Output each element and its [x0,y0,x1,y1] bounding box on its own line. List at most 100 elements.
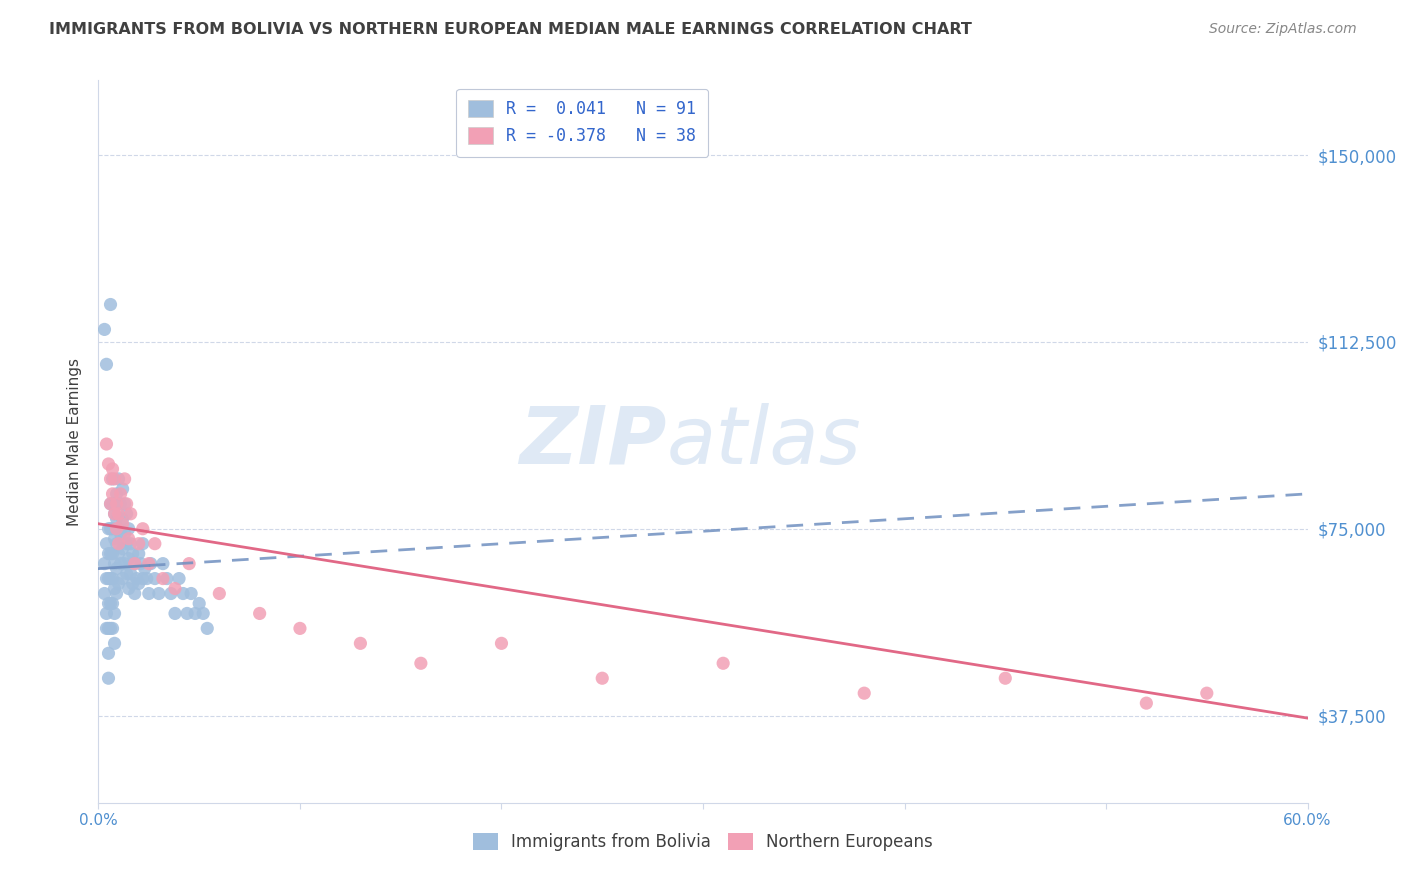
Point [97,572,120,586]
Point [100,497,122,511]
Point [128,576,150,591]
Point [97,646,120,660]
Point [101,597,124,611]
Point [167,572,190,586]
Point [110,487,132,501]
Point [118,532,141,546]
Text: IMMIGRANTS FROM BOLIVIA VS NORTHERN EUROPEAN MEDIAN MALE EARNINGS CORRELATION CH: IMMIGRANTS FROM BOLIVIA VS NORTHERN EURO… [49,22,972,37]
Point [103,472,125,486]
Point [96,357,118,371]
Point [96,572,118,586]
Point [107,522,129,536]
Point [100,297,122,311]
Point [101,472,124,486]
Point [249,607,271,621]
Point [101,497,124,511]
Point [132,537,155,551]
Point [100,597,122,611]
Point [103,507,125,521]
Point [115,507,138,521]
Point [179,557,201,571]
Point [100,472,122,486]
Point [110,526,132,541]
Point [1195,686,1218,700]
Point [124,557,146,571]
Point [156,572,179,586]
Point [97,547,120,561]
Point [110,497,132,511]
Point [111,516,134,531]
Point [101,522,124,536]
Point [100,572,122,586]
Point [101,487,124,501]
Point [120,537,142,551]
Point [111,572,134,586]
Point [100,547,122,561]
Point [103,582,125,596]
Point [114,497,136,511]
Point [853,686,876,700]
Point [160,586,183,600]
Point [97,522,120,536]
Point [103,557,125,571]
Point [93,557,115,571]
Point [97,671,120,685]
Point [107,547,129,561]
Point [711,657,734,671]
Point [111,482,134,496]
Point [110,557,132,571]
Point [103,507,125,521]
Point [163,607,186,621]
Point [180,586,202,600]
Point [128,537,150,551]
Point [103,532,125,546]
Point [101,572,124,586]
Point [172,586,194,600]
Point [491,636,513,650]
Point [101,621,124,635]
Point [121,547,143,561]
Point [132,522,155,536]
Point [176,607,198,621]
Point [107,507,129,521]
Point [125,572,148,586]
Point [591,671,613,685]
Point [120,566,142,581]
Point [118,522,141,536]
Point [128,547,150,561]
Y-axis label: Median Male Earnings: Median Male Earnings [67,358,83,525]
Point [103,636,125,650]
Point [139,557,162,571]
Point [96,607,118,621]
Point [208,586,231,600]
Point [1135,696,1157,710]
Point [111,541,134,556]
Point [101,462,124,476]
Point [96,621,118,635]
Point [97,457,120,471]
Point [152,572,174,586]
Point [93,322,115,336]
Point [143,537,166,551]
Point [100,621,122,635]
Point [105,537,128,551]
Point [188,597,211,611]
Text: ZIP: ZIP [519,402,666,481]
Point [143,572,166,586]
Point [124,557,146,571]
Point [97,597,120,611]
Point [105,497,128,511]
Point [135,572,157,586]
Point [107,576,129,591]
Point [96,437,118,451]
Point [96,537,118,551]
Point [103,607,125,621]
Point [121,576,143,591]
Point [115,497,138,511]
Point [148,586,170,600]
Point [107,472,129,486]
Point [349,636,371,650]
Point [111,512,134,526]
Point [114,526,136,541]
Point [409,657,432,671]
